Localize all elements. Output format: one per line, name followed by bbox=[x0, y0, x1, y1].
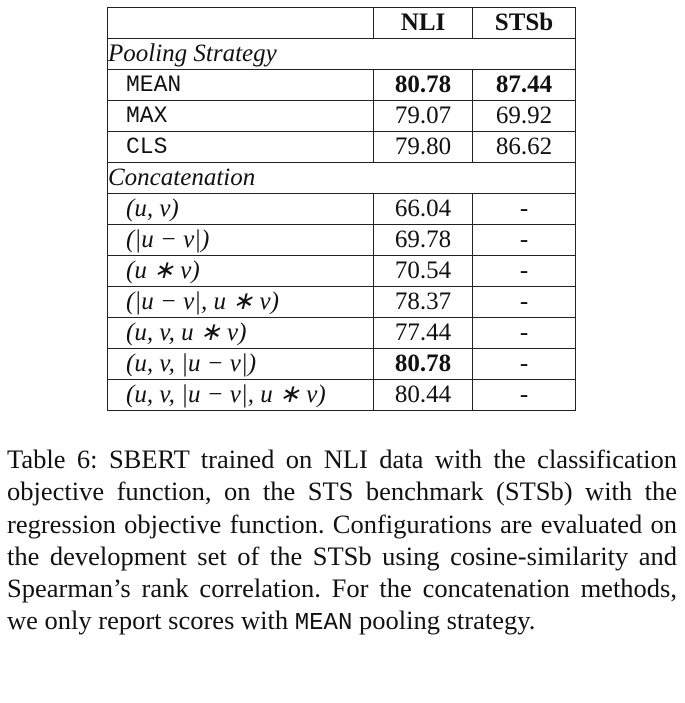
table-caption: Table 6: SBERT trained on NLI data with … bbox=[7, 443, 677, 641]
nli-score: 79.80 bbox=[373, 131, 473, 163]
table-row: MEAN 80.78 87.44 bbox=[107, 69, 576, 101]
table-row: (|u − v|) 69.78- bbox=[107, 224, 576, 256]
table-row: (u, v, u ∗ v) 77.44- bbox=[107, 317, 576, 349]
stsb-score: - bbox=[472, 224, 576, 256]
caption-text-end: pooling strategy. bbox=[352, 605, 536, 636]
header-nli: NLI bbox=[373, 7, 473, 39]
stsb-score: - bbox=[472, 348, 576, 380]
table-row: (|u − v|, u ∗ v) 78.37- bbox=[107, 286, 576, 318]
stsb-score: - bbox=[472, 317, 576, 349]
header-stsb: STSb bbox=[472, 7, 576, 39]
section-title: Pooling Strategy bbox=[107, 38, 576, 70]
section-header-group: Pooling Strategy bbox=[107, 38, 576, 70]
section-header-row: Pooling Strategy bbox=[107, 38, 576, 70]
row-label: (|u − v|, u ∗ v) bbox=[107, 286, 374, 318]
table-row: (u ∗ v) 70.54- bbox=[107, 255, 576, 287]
results-table: NLI STSb Pooling Strategy MEAN 80.78 87.44 M… bbox=[107, 7, 576, 411]
caption-code: MEAN bbox=[294, 610, 353, 638]
table-row: (u, v, |u − v|, u ∗ v) 80.44- bbox=[107, 379, 576, 411]
nli-score: 80.78 bbox=[373, 348, 473, 380]
row-label: (u, v, |u − v|, u ∗ v) bbox=[107, 379, 374, 411]
nli-score: 80.78 bbox=[373, 69, 473, 101]
table-row: (u, v) 66.04- bbox=[107, 193, 576, 225]
row-label: MAX bbox=[107, 100, 374, 132]
nli-score: 70.54 bbox=[373, 255, 473, 287]
table-row: (u, v, |u − v|) 80.78- bbox=[107, 348, 576, 380]
nli-score: 80.44 bbox=[373, 379, 473, 411]
row-label: (u, v, |u − v|) bbox=[107, 348, 374, 380]
header-blank-cell bbox=[107, 7, 374, 39]
stsb-score: 87.44 bbox=[472, 69, 576, 101]
row-label: (u ∗ v) bbox=[107, 255, 374, 287]
row-label: CLS bbox=[107, 131, 374, 163]
section-title: Concatenation bbox=[107, 162, 576, 194]
stsb-score: - bbox=[472, 286, 576, 318]
row-label: (|u − v|) bbox=[107, 224, 374, 256]
table-row: MAX 79.07 69.92 bbox=[107, 100, 576, 132]
stsb-score: - bbox=[472, 379, 576, 411]
nli-score: 69.78 bbox=[373, 224, 473, 256]
stsb-score: - bbox=[472, 193, 576, 225]
nli-score: 77.44 bbox=[373, 317, 473, 349]
nli-score: 78.37 bbox=[373, 286, 473, 318]
section-rows: (u, v) 66.04- (|u − v|) 69.78- (u ∗ v) 70.54-… bbox=[107, 193, 576, 411]
stsb-score: 86.62 bbox=[472, 131, 576, 163]
caption-text: Table 6: SBERT trained on NLI data with … bbox=[7, 444, 677, 636]
row-label: (u, v) bbox=[107, 193, 374, 225]
section-header-row: Concatenation bbox=[107, 162, 576, 194]
row-label: MEAN bbox=[107, 69, 374, 101]
nli-score: 66.04 bbox=[373, 193, 473, 225]
section-rows: MEAN 80.78 87.44 MAX 79.07 69.92 CLS 79.80 86.62 bbox=[107, 69, 576, 163]
header-row: NLI STSb bbox=[107, 7, 576, 39]
stsb-score: 69.92 bbox=[472, 100, 576, 132]
stsb-score: - bbox=[472, 255, 576, 287]
section-header-group: Concatenation bbox=[107, 162, 576, 194]
nli-score: 79.07 bbox=[373, 100, 473, 132]
row-label: (u, v, u ∗ v) bbox=[107, 317, 374, 349]
table-row: CLS 79.80 86.62 bbox=[107, 131, 576, 163]
